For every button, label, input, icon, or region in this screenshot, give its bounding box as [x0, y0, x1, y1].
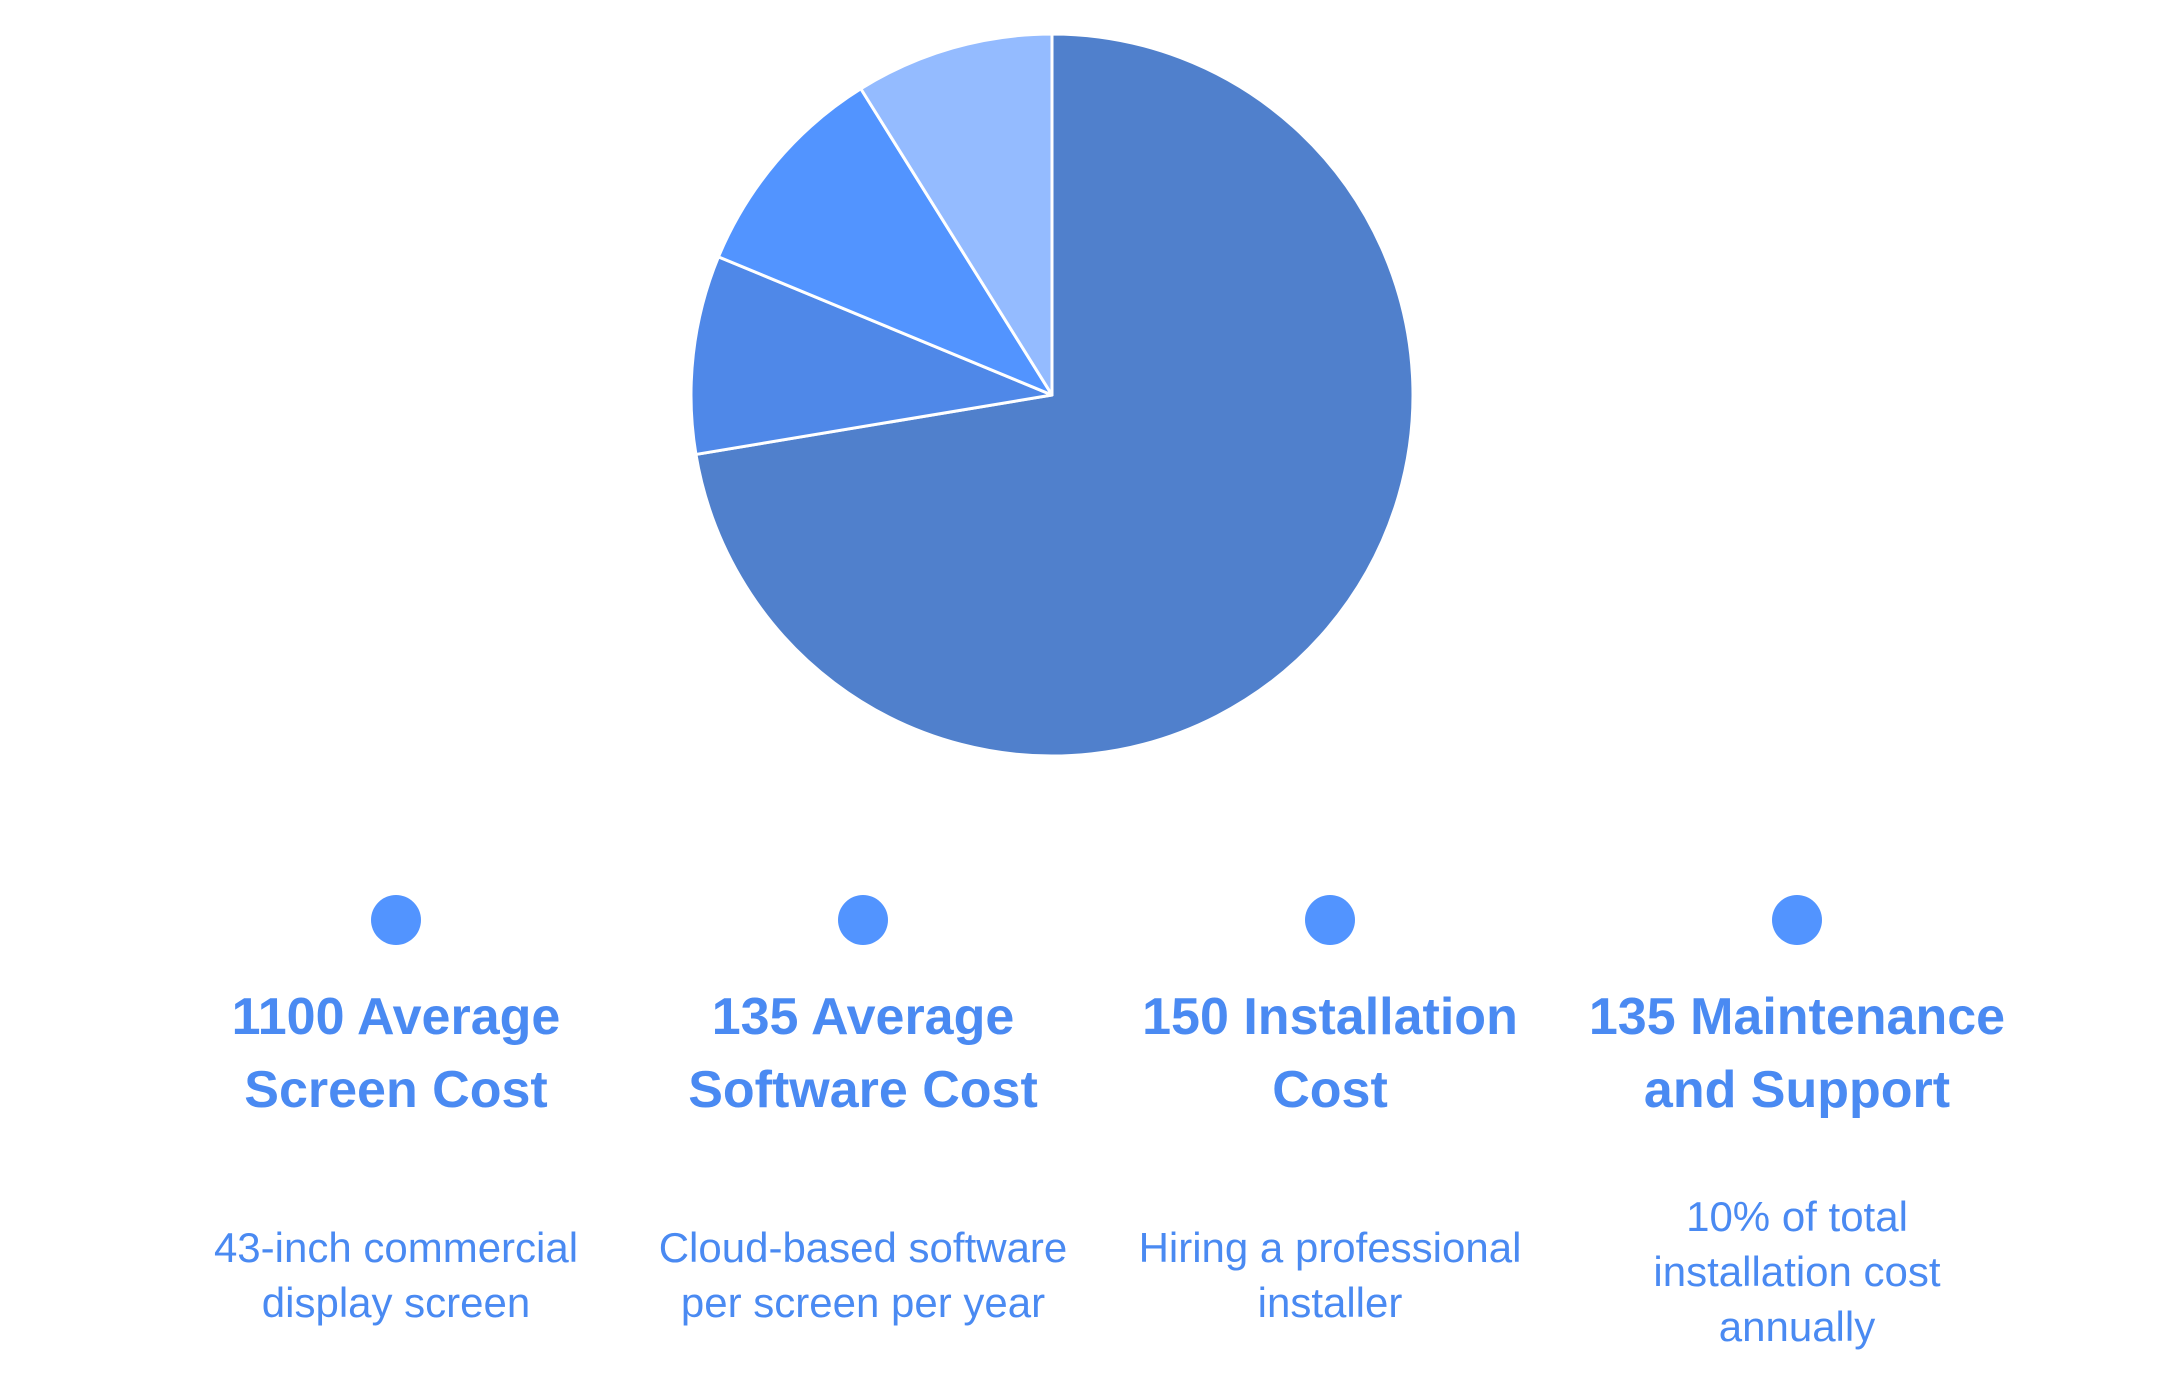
legend-item: 1100 Average Screen Cost 43-inch commerci…	[176, 895, 616, 1374]
legend-label: Installation Cost	[1243, 988, 1518, 1119]
pie-slice	[859, 32, 1054, 397]
legend-label: Average Software Cost	[688, 988, 1038, 1119]
legend-value: 1100	[231, 988, 345, 1046]
legend-value: 150	[1142, 988, 1229, 1046]
legend-title: 1100 Average Screen Cost	[186, 981, 606, 1196]
legend-item: 135 Maintenance and Support 10% of total …	[1577, 895, 2017, 1374]
pie-chart	[689, 32, 1415, 758]
description-text: 10% of total installation cost annually	[1653, 1193, 1941, 1350]
pie-slice	[716, 87, 1054, 397]
legend-item: 150 Installation Cost Hiring a profession…	[1110, 895, 1550, 1374]
pie-slice	[694, 32, 1415, 758]
legend-label: Average Screen Cost	[244, 988, 561, 1119]
legend-value: 135	[1588, 988, 1676, 1046]
legend-item: 135 Average Software Cost Cloud-based sof…	[643, 895, 1083, 1374]
legend-description: 10% of total installation cost annually	[1582, 1189, 2012, 1374]
description-text: 43-inch commercial display screen	[213, 1224, 579, 1326]
legend-description: Hiring a professional installer	[1115, 1196, 1545, 1374]
description-text: Cloud-based software per screen per year	[658, 1224, 1068, 1326]
legend-dot	[1305, 895, 1355, 945]
legend-title: 135 Maintenance and Support	[1587, 981, 2007, 1189]
legend-description: Cloud-based software per screen per year	[648, 1196, 1078, 1374]
description-text: Hiring a professional installer	[1138, 1224, 1522, 1326]
legend-dot	[1772, 895, 1822, 945]
legend-title: 135 Average Software Cost	[653, 981, 1073, 1196]
legend-title: 150 Installation Cost	[1120, 981, 1540, 1196]
pie-slice	[689, 255, 1054, 456]
legend-description: 43-inch commercial display screen	[181, 1196, 611, 1374]
legend-dot	[371, 895, 421, 945]
legend-dot	[838, 895, 888, 945]
legend-label: Maintenance and Support	[1643, 988, 2006, 1119]
legend-value: 135	[711, 988, 799, 1046]
